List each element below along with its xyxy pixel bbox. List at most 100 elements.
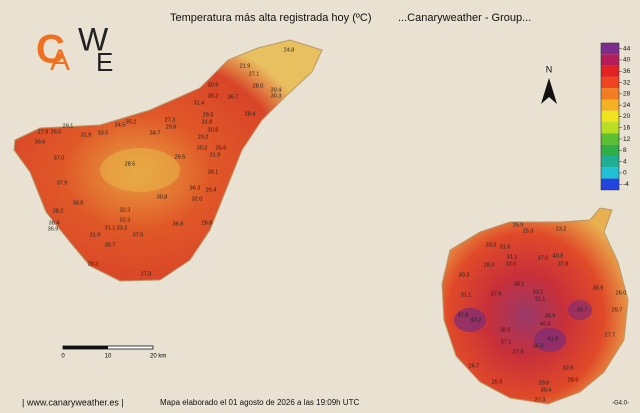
legend-swatch — [601, 99, 619, 111]
legend-label: 36 — [623, 68, 631, 75]
station-value: 29.7 — [612, 307, 623, 313]
legend-label: 4 — [623, 158, 627, 165]
station-value: 31.1 — [507, 254, 518, 260]
legend-label: 40 — [623, 57, 631, 64]
station-value: 25.9 — [492, 379, 503, 385]
station-value: 26.8 — [202, 220, 213, 226]
footer-site: | www.canaryweather.es | — [22, 397, 124, 407]
station-value: 28.5 — [125, 161, 136, 167]
legend-swatch — [601, 133, 619, 145]
station-value: 38.8 — [73, 200, 84, 206]
station-value: 35.6 — [216, 145, 227, 151]
hot-spot — [454, 308, 486, 332]
gran-canaria — [441, 207, 629, 405]
station-value: 37.1 — [501, 339, 512, 345]
station-value: 38.1 — [208, 169, 219, 175]
station-value: 36.3 — [190, 185, 201, 191]
station-value: 24.8 — [284, 47, 295, 53]
station-value: 33.5 — [98, 130, 109, 136]
station-value: 26.5 — [175, 154, 186, 160]
station-value: 41.8 — [548, 336, 559, 342]
station-value: 33.0 — [486, 242, 497, 248]
station-value: 39.7 — [577, 307, 588, 313]
station-value: 40.8 — [553, 253, 564, 259]
station-value: 29.2 — [198, 134, 209, 140]
station-value: 27.7 — [605, 332, 616, 338]
station-value: 27.8 — [38, 129, 49, 135]
scale-bar — [63, 346, 108, 349]
station-value: 37.0 — [538, 255, 549, 261]
station-value: 40.3 — [540, 321, 551, 327]
station-value: 38.9 — [500, 327, 511, 333]
legend-label: 44 — [623, 45, 631, 52]
station-value: 27.3 — [535, 397, 546, 403]
station-value: 31.9 — [81, 132, 92, 138]
legend-swatch — [601, 76, 619, 89]
station-value: 30.3 — [271, 93, 282, 99]
station-value: 43.2 — [471, 317, 482, 323]
logo-letter: C — [36, 28, 65, 72]
station-value: 36.7 — [228, 94, 239, 100]
legend-swatch — [601, 122, 619, 134]
station-value: 31.1 — [535, 296, 546, 302]
station-value: 37.0 — [54, 155, 65, 161]
station-value: 37.8 — [558, 261, 569, 267]
station-value: 32.6 — [563, 365, 574, 371]
station-value: 32.3 — [120, 207, 131, 213]
scale-label: 0 — [61, 354, 65, 360]
station-value: 38.1 — [514, 281, 525, 287]
station-value: 28.3 — [484, 262, 495, 268]
legend-label: 8 — [623, 147, 627, 154]
hot-spot — [568, 300, 592, 320]
legend-swatch — [601, 167, 619, 179]
station-value: 30.4 — [541, 387, 552, 393]
station-value: 36.8 — [173, 221, 184, 227]
north-arrow — [541, 78, 557, 104]
station-value: 33.1 — [533, 289, 544, 295]
subtitle: ...Canaryweather - Group... — [398, 12, 531, 24]
station-value: 35.2 — [126, 119, 137, 125]
teide — [100, 148, 180, 192]
station-value: 27.9 — [513, 349, 524, 355]
station-value: 23.2 — [556, 226, 567, 232]
station-value: 29.6 — [539, 380, 550, 386]
legend-swatch — [601, 110, 619, 123]
station-value: 28.3 — [88, 261, 99, 267]
station-value: 31.9 — [210, 152, 221, 158]
station-value: 32.0 — [192, 196, 203, 202]
station-value: 31.6 — [500, 244, 511, 250]
legend-swatch — [601, 178, 619, 190]
legend-label: 16 — [623, 124, 631, 131]
station-value: 27.3 — [165, 117, 176, 123]
logo-letter: E — [96, 47, 113, 77]
footer-version: -G4.0- — [612, 401, 629, 407]
station-value: 31.8 — [202, 119, 213, 125]
legend-label: 24 — [623, 102, 631, 109]
station-value: 29.3 — [203, 112, 214, 118]
station-value: 38.2 — [208, 93, 219, 99]
logo-letter: A — [50, 44, 70, 77]
station-value: 30.3 — [459, 272, 470, 278]
legend-swatch — [601, 88, 619, 100]
legend-swatch — [601, 156, 619, 168]
legend-swatch — [601, 65, 619, 77]
station-value: 24.5 — [115, 122, 126, 128]
station-value: 31.1 — [105, 225, 116, 231]
station-value: 28.0 — [253, 83, 264, 89]
station-value: 36.9 — [545, 313, 556, 319]
legend-swatch — [601, 144, 619, 156]
station-value: 26.4 — [206, 187, 217, 193]
footer-date: Mapa elaborado el 01 agosto de 2026 a la… — [160, 398, 359, 407]
station-value: 36.9 — [48, 226, 59, 232]
station-value: 28.9 — [568, 377, 579, 383]
station-value: 38.7 — [105, 242, 116, 248]
station-value: 33.0 — [506, 261, 517, 267]
legend-swatch — [601, 43, 619, 55]
legend-label: 32 — [623, 79, 631, 86]
station-value: 32.3 — [120, 217, 131, 223]
station-value: 26.7 — [469, 363, 480, 369]
station-value: 30.9 — [208, 82, 219, 88]
legend-label: 28 — [623, 91, 631, 98]
station-value: 38.2 — [53, 208, 64, 214]
